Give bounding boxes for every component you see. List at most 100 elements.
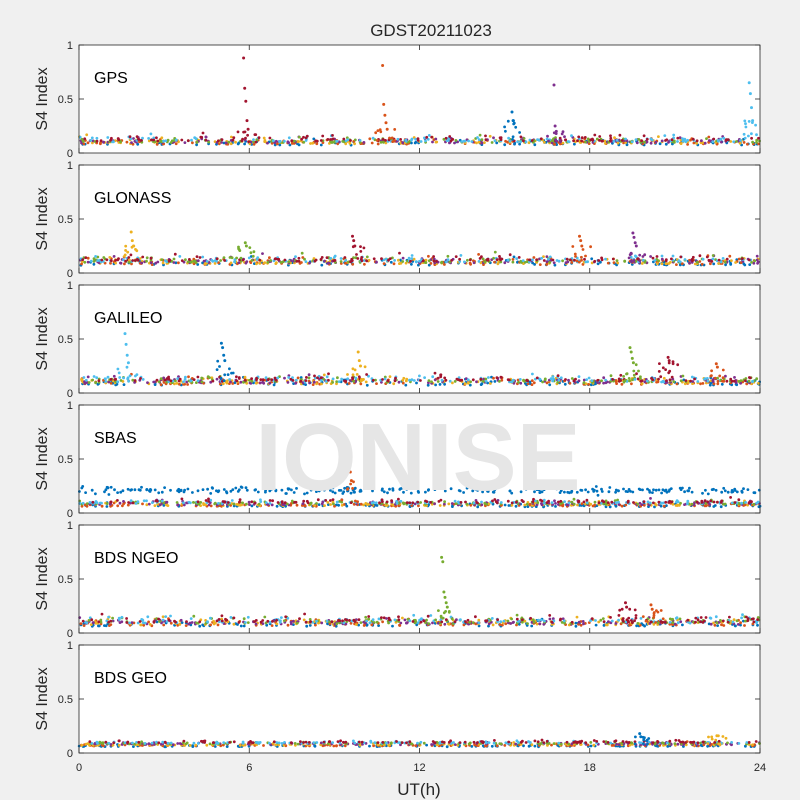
data-point (739, 379, 743, 382)
data-point (250, 377, 254, 381)
data-point (603, 139, 607, 143)
data-point (123, 253, 127, 257)
data-point (103, 490, 106, 494)
data-point (368, 137, 372, 141)
data-point (329, 256, 333, 260)
data-point (752, 620, 756, 624)
data-point (466, 381, 470, 385)
data-point (169, 614, 172, 618)
data-point (149, 256, 153, 260)
data-point (263, 261, 267, 264)
data-point (86, 256, 90, 260)
data-point (305, 624, 309, 628)
data-point (229, 142, 233, 146)
data-point (558, 142, 562, 146)
data-point (598, 139, 601, 142)
data-point (256, 256, 260, 259)
data-point (512, 381, 516, 385)
data-point (244, 136, 247, 140)
data-point (103, 261, 107, 265)
data-point (617, 614, 621, 617)
data-point (371, 618, 375, 622)
data-point (425, 743, 428, 747)
data-point (636, 377, 640, 381)
data-point (163, 486, 167, 489)
data-point (104, 380, 108, 383)
data-point (706, 500, 709, 504)
data-point (577, 499, 581, 503)
data-point (579, 239, 583, 243)
data-point (238, 498, 242, 502)
data-point (653, 505, 656, 509)
data-point (382, 262, 386, 265)
data-point (86, 375, 90, 379)
data-point (95, 136, 99, 140)
data-point (541, 380, 544, 384)
data-point (332, 744, 336, 748)
data-point (255, 381, 258, 385)
data-point (519, 381, 523, 385)
data-point (616, 261, 620, 265)
data-point (297, 140, 300, 143)
data-point (532, 620, 536, 624)
data-point (83, 260, 87, 264)
data-point (463, 382, 467, 386)
data-point (561, 141, 565, 145)
data-point (547, 139, 550, 143)
data-point (513, 142, 516, 146)
data-point (393, 259, 396, 262)
data-point (295, 259, 299, 263)
data-point (690, 490, 694, 494)
data-point (643, 253, 647, 257)
data-point (703, 141, 707, 145)
data-point (636, 502, 639, 506)
data-point (528, 503, 532, 507)
data-point (153, 380, 157, 384)
data-point (657, 370, 661, 373)
data-point (728, 615, 731, 619)
data-point (483, 141, 486, 145)
data-point (614, 622, 618, 625)
data-point (736, 623, 740, 626)
data-point (146, 615, 150, 619)
data-point (222, 488, 226, 491)
data-point (625, 143, 629, 147)
data-point (705, 137, 708, 141)
data-point (380, 257, 383, 261)
data-point (180, 138, 184, 142)
data-point (109, 378, 113, 381)
data-point (506, 119, 510, 123)
y-tick-label: 0.5 (58, 214, 73, 226)
data-point (283, 619, 286, 623)
data-point (604, 623, 608, 627)
data-point (581, 263, 585, 266)
data-point (167, 618, 171, 622)
data-point (433, 371, 437, 375)
data-point (202, 503, 206, 507)
data-point (387, 258, 390, 262)
data-point (198, 256, 202, 259)
data-point (382, 140, 385, 144)
data-point (277, 257, 281, 261)
data-point (427, 622, 431, 625)
data-point (239, 624, 243, 628)
data-point (215, 377, 219, 381)
data-point (732, 379, 736, 383)
data-point (655, 609, 658, 612)
data-point (593, 259, 597, 263)
data-point (180, 259, 184, 262)
data-point (590, 379, 594, 383)
data-point (140, 261, 144, 265)
data-point (565, 257, 569, 261)
data-point (613, 499, 617, 502)
data-point (213, 262, 217, 265)
data-point (397, 380, 401, 384)
data-point (231, 138, 235, 142)
data-point (175, 501, 179, 504)
data-point (557, 259, 561, 263)
data-point (352, 256, 355, 260)
data-point (637, 138, 641, 141)
data-point (672, 136, 675, 140)
data-point (443, 595, 447, 599)
